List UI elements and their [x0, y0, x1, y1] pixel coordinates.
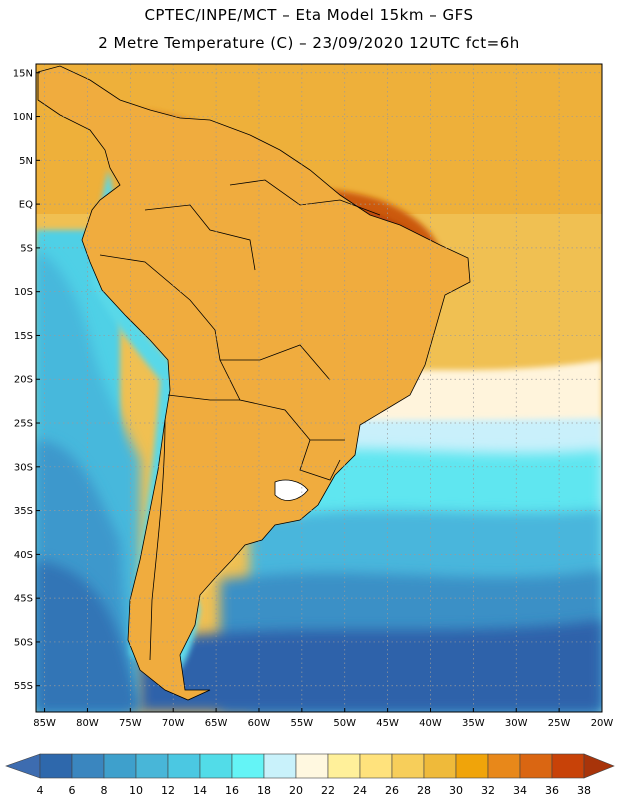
border-uruguay	[299, 439, 341, 481]
colorbar-swatch	[423, 753, 457, 779]
ocean-pacific-cold-band	[36, 560, 140, 712]
lon-tick-label: 40W	[419, 718, 442, 729]
lon-tick-label: 55W	[291, 718, 314, 729]
colorbar-swatch	[487, 753, 521, 779]
lat-tick-label: 10S	[14, 287, 33, 298]
lat-tick-label: 40S	[14, 550, 33, 561]
map-frame	[35, 63, 603, 713]
lat-tick-label: 15N	[13, 68, 33, 79]
colorbar-label: 24	[353, 784, 367, 797]
colorbar-label: 14	[193, 784, 207, 797]
lat-tick-label: 5N	[19, 156, 33, 167]
colorbar-swatch	[519, 753, 553, 779]
colorbar-swatch	[391, 753, 425, 779]
longitude-axis: 85W 80W 75W 70W 65W 60W 55W 50W 45W 40W 35W 30W 25W 2…	[33, 708, 613, 729]
colorbar-label: 34	[513, 784, 527, 797]
border-chile-bolivia	[167, 394, 240, 401]
lat-tick-label: 35S	[14, 506, 33, 517]
chart-title-line1: CPTEC/INPE/MCT – Eta Model 15km – GFS	[144, 6, 474, 24]
lat-tick-label: 10N	[13, 112, 33, 123]
lon-tick-label: 85W	[33, 718, 56, 729]
lat-tick-label: 25S	[14, 419, 33, 430]
colorbar-label: 4	[37, 784, 44, 797]
country-borders	[37, 65, 471, 701]
border-peru-bolivia-brazil	[99, 254, 331, 381]
map-field	[36, 64, 602, 712]
lon-tick-label: 30W	[505, 718, 528, 729]
colorbar-label: 16	[225, 784, 239, 797]
temperature-map: 15N 10N 5N EQ 5S 10S 15S 20S 25S 30S 35S 40S 45S 50S 5…	[13, 63, 613, 729]
colorbar-swatches	[5, 753, 615, 779]
border-chile-argentina	[149, 419, 166, 661]
colorbar-swatch	[551, 753, 585, 779]
colorbar-label: 32	[481, 784, 495, 797]
colorbar-label: 6	[69, 784, 76, 797]
colorbar-legend: 4 6 8 10 12 14 16 18 20 22 24 26 28 30 32 34 36 38	[5, 753, 615, 797]
lat-lon-grid	[36, 64, 602, 712]
colorbar-label: 18	[257, 784, 271, 797]
latitude-axis: 15N 10N 5N EQ 5S 10S 15S 20S 25S 30S 35S 40S 45S 50S 5…	[13, 68, 40, 692]
colorbar-swatch	[295, 753, 329, 779]
lat-tick-label: 50S	[14, 637, 33, 648]
colorbar-swatch	[71, 753, 105, 779]
colorbar-swatch	[327, 753, 361, 779]
lon-tick-label: 50W	[333, 718, 356, 729]
lon-tick-label: 70W	[162, 718, 185, 729]
colorbar-label: 22	[321, 784, 335, 797]
colorbar-swatch	[263, 753, 297, 779]
colorbar-label: 12	[161, 784, 175, 797]
border-paraguay	[219, 359, 345, 441]
colorbar-swatch	[199, 753, 233, 779]
lon-tick-label: 45W	[376, 718, 399, 729]
lat-tick-label: 30S	[14, 462, 33, 473]
lon-tick-label: 80W	[76, 718, 99, 729]
colorbar-swatch	[167, 753, 201, 779]
lon-tick-label: 25W	[548, 718, 571, 729]
lon-tick-label: 60W	[248, 718, 271, 729]
border-venezuela-brazil	[229, 179, 381, 216]
lat-tick-label: 5S	[20, 243, 33, 254]
colorbar-swatch	[231, 753, 265, 779]
colorbar-swatch	[135, 753, 169, 779]
colorbar-arrow-high	[583, 753, 615, 779]
lat-tick-label: 45S	[14, 594, 33, 605]
border-colombia-peru	[144, 204, 256, 271]
lat-tick-label: EQ	[19, 200, 33, 211]
colorbar-label: 10	[129, 784, 143, 797]
lat-tick-label: 55S	[14, 681, 33, 692]
colorbar-label: 26	[385, 784, 399, 797]
lat-tick-label: 20S	[14, 375, 33, 386]
lat-tick-label: 15S	[14, 331, 33, 342]
lon-tick-label: 20W	[591, 718, 614, 729]
colorbar-label: 36	[545, 784, 559, 797]
colorbar-label: 28	[417, 784, 431, 797]
rio-de-la-plata	[274, 479, 309, 501]
ocean-southern-band	[140, 620, 602, 712]
colorbar-label: 30	[449, 784, 463, 797]
colorbar-swatch	[359, 753, 393, 779]
colorbar-labels: 4 6 8 10 12 14 16 18 20 22 24 26 28 30 32 34 36 38	[37, 784, 592, 797]
lon-tick-label: 35W	[462, 718, 485, 729]
colorbar-swatch	[455, 753, 489, 779]
lon-tick-label: 75W	[119, 718, 142, 729]
colorbar-arrow-low	[5, 753, 41, 779]
colorbar-swatch	[39, 753, 73, 779]
colorbar-label: 20	[289, 784, 303, 797]
colorbar-swatch	[103, 753, 137, 779]
lon-tick-label: 65W	[205, 718, 228, 729]
colorbar-label: 8	[101, 784, 108, 797]
chart-title-line2: 2 Metre Temperature (C) – 23/09/2020 12U…	[98, 34, 520, 52]
colorbar-label: 38	[577, 784, 591, 797]
